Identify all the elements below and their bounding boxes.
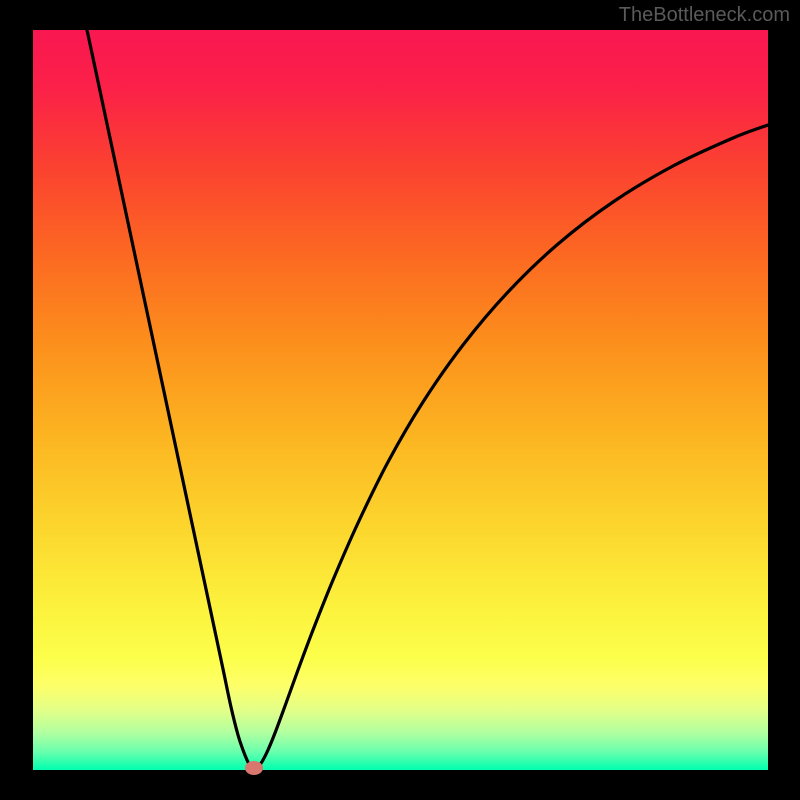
bottleneck-curve [87,30,768,770]
curve-svg [33,30,768,770]
plot-area [33,30,768,770]
chart-container: TheBottleneck.com [0,0,800,800]
optimum-marker [245,761,263,775]
watermark-text: TheBottleneck.com [619,4,790,27]
